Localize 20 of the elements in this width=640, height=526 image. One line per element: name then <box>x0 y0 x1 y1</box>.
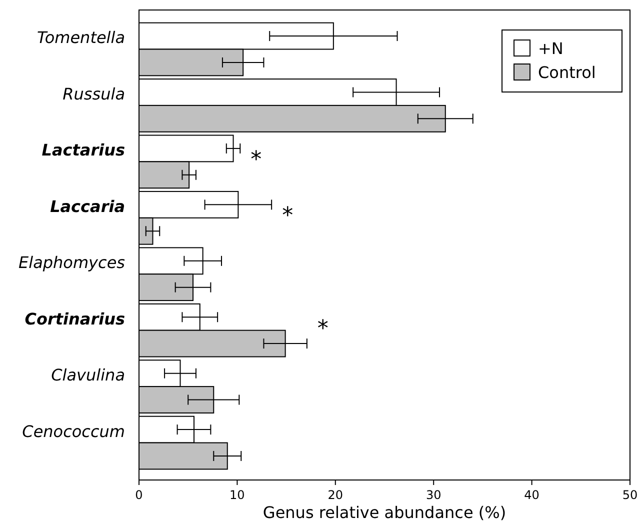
y-tick-label: Laccaria <box>50 196 125 216</box>
x-axis-title: Genus relative abundance (%) <box>262 503 506 522</box>
x-tick-label: 0 <box>135 488 143 502</box>
x-tick-label: 40 <box>524 488 540 502</box>
y-tick-label: Lactarius <box>42 140 125 160</box>
x-tick-label: 20 <box>328 488 344 502</box>
y-tick-label: Russula <box>62 84 125 104</box>
legend-label: Control <box>538 63 596 82</box>
y-tick-label: Tomentella <box>37 28 125 48</box>
data-label: * <box>282 204 294 229</box>
y-tick-label: Cenococcum <box>22 422 125 441</box>
y-tick-label: Clavulina <box>51 366 125 385</box>
y-tick-label: Elaphomyces <box>18 253 125 272</box>
y-tick-label: Cortinarius <box>24 309 125 328</box>
x-tick-label: 10 <box>230 488 245 502</box>
legend-label: +N <box>538 39 564 58</box>
x-tick-label: 50 <box>622 488 638 502</box>
data-label: * <box>317 316 328 342</box>
data-label: * <box>250 147 262 172</box>
x-tick-label: 30 <box>426 488 442 502</box>
